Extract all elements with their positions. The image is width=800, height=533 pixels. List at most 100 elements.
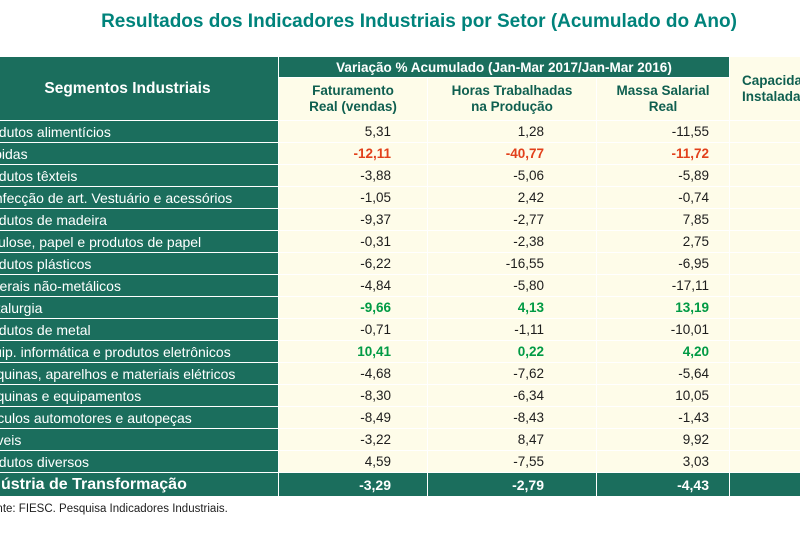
value-cell-capacidade [730,451,800,472]
value-cell-capacidade [730,429,800,450]
value-cell-faturamento: -9,37 [279,209,427,230]
segment-name-cell: Produtos de metal [0,319,278,340]
value-cell-capacidade [730,165,800,186]
value-cell-faturamento: -4,68 [279,363,427,384]
value-cell-faturamento: -9,66 [279,297,427,318]
table-row: Móveis -3,22 8,47 9,92 [0,429,800,450]
value-cell-horas: -16,55 [428,253,596,274]
value-cell-massa: 2,75 [597,231,729,252]
value-cell-horas: 4,13 [428,297,596,318]
horas-header-line2: na Produção [471,99,553,114]
capacity-column-header: Capacidade Instalada [730,57,800,120]
page-title: Resultados dos Indicadores Industriais p… [101,11,737,32]
value-cell-massa: -5,89 [597,165,729,186]
value-cell-massa: -17,11 [597,275,729,296]
segment-name-cell: Máquinas e equipamentos [0,385,278,406]
total-value-horas: -2,79 [428,473,596,496]
table-row: Metalurgia -9,66 4,13 13,19 [0,297,800,318]
value-cell-horas: -6,34 [428,385,596,406]
segment-name-cell: Produtos de madeira [0,209,278,230]
segment-name-cell: Produtos diversos [0,451,278,472]
table-row: Produtos plásticos -6,22 -16,55 -6,95 [0,253,800,274]
value-cell-faturamento: -0,71 [279,319,427,340]
capacity-header-line2: Instalada [742,88,800,104]
value-cell-horas: 8,47 [428,429,596,450]
segment-name-cell: Metalurgia [0,297,278,318]
table-row: Veículos automotores e autopeças -8,49 -… [0,407,800,428]
value-cell-massa: 7,85 [597,209,729,230]
capacity-header-line1: Capacidade [742,72,800,88]
value-cell-horas: -2,38 [428,231,596,252]
value-cell-horas: 0,22 [428,341,596,362]
value-cell-horas: -5,80 [428,275,596,296]
column-header-faturamento: Faturamento Real (vendas) [279,78,427,120]
value-cell-faturamento: -0,31 [279,231,427,252]
value-cell-capacidade [730,363,800,384]
header-row-top: Segmentos Industriais Variação % Acumula… [0,57,800,120]
segments-header: Segmentos Industriais [0,57,278,120]
table-row: Celulose, papel e produtos de papel -0,3… [0,231,800,252]
value-cell-faturamento: -1,05 [279,187,427,208]
value-cell-massa: -10,01 [597,319,729,340]
value-cell-massa: -5,64 [597,363,729,384]
value-cell-horas: 2,42 [428,187,596,208]
total-name-cell: Indústria de Transformação [0,473,278,496]
segment-name-cell: Minerais não-metálicos [0,275,278,296]
value-cell-faturamento: 10,41 [279,341,427,362]
total-value-faturamento: -3,29 [279,473,427,496]
value-cell-capacidade [730,319,800,340]
value-cell-faturamento: -4,84 [279,275,427,296]
value-cell-faturamento: -12,11 [279,143,427,164]
value-cell-faturamento: -6,22 [279,253,427,274]
table-container: Segmentos Industriais Variação % Acumula… [0,56,800,515]
segment-name-cell: Veículos automotores e autopeças [0,407,278,428]
table-row: Produtos de metal -0,71 -1,11 -10,01 [0,319,800,340]
value-cell-massa: 4,20 [597,341,729,362]
total-value-capacidade [730,473,800,496]
value-cell-massa: -11,55 [597,121,729,142]
table-row: Máquinas e equipamentos -8,30 -6,34 10,0… [0,385,800,406]
value-cell-faturamento: -8,49 [279,407,427,428]
value-cell-horas: -2,77 [428,209,596,230]
table-row: Bebidas -12,11 -40,77 -11,72 [0,143,800,164]
value-cell-massa: 13,19 [597,297,729,318]
value-cell-massa: 9,92 [597,429,729,450]
table-row: Minerais não-metálicos -4,84 -5,80 -17,1… [0,275,800,296]
segment-name-cell: Confecção de art. Vestuário e acessórios [0,187,278,208]
value-cell-capacidade [730,253,800,274]
table-row: Equip. informática e produtos eletrônico… [0,341,800,362]
horas-header-line1: Horas Trabalhadas [451,83,573,98]
value-cell-faturamento: -3,22 [279,429,427,450]
table-row: Produtos têxteis -3,88 -5,06 -5,89 [0,165,800,186]
faturamento-header-line1: Faturamento [312,83,394,98]
faturamento-header-line2: Real (vendas) [309,99,397,114]
table-row: Produtos alimentícios 5,31 1,28 -11,55 [0,121,800,142]
column-header-horas: Horas Trabalhadas na Produção [428,78,596,120]
value-cell-massa: -1,43 [597,407,729,428]
value-cell-massa: 3,03 [597,451,729,472]
massa-header-line2: Real [648,99,678,114]
value-cell-faturamento: 5,31 [279,121,427,142]
total-value-massa: -4,43 [597,473,729,496]
variation-span-header: Variação % Acumulado (Jan-Mar 2017/Jan-M… [279,57,729,77]
value-cell-massa: -0,74 [597,187,729,208]
value-cell-faturamento: -3,88 [279,165,427,186]
industrial-indicators-table: Segmentos Industriais Variação % Acumula… [0,56,800,497]
data-rows: Produtos alimentícios 5,31 1,28 -11,55 B… [0,121,800,472]
value-cell-horas: 1,28 [428,121,596,142]
value-cell-massa: -11,72 [597,143,729,164]
segment-name-cell: Equip. informática e produtos eletrônico… [0,341,278,362]
value-cell-capacidade [730,187,800,208]
total-row-body: Indústria de Transformação -3,29 -2,79 -… [0,473,800,496]
total-row: Indústria de Transformação -3,29 -2,79 -… [0,473,800,496]
value-cell-faturamento: -8,30 [279,385,427,406]
segment-name-cell: Produtos têxteis [0,165,278,186]
value-cell-horas: -8,43 [428,407,596,428]
segment-name-cell: Produtos alimentícios [0,121,278,142]
segment-name-cell: Produtos plásticos [0,253,278,274]
value-cell-horas: -1,11 [428,319,596,340]
value-cell-horas: -40,77 [428,143,596,164]
value-cell-massa: 10,05 [597,385,729,406]
value-cell-faturamento: 4,59 [279,451,427,472]
